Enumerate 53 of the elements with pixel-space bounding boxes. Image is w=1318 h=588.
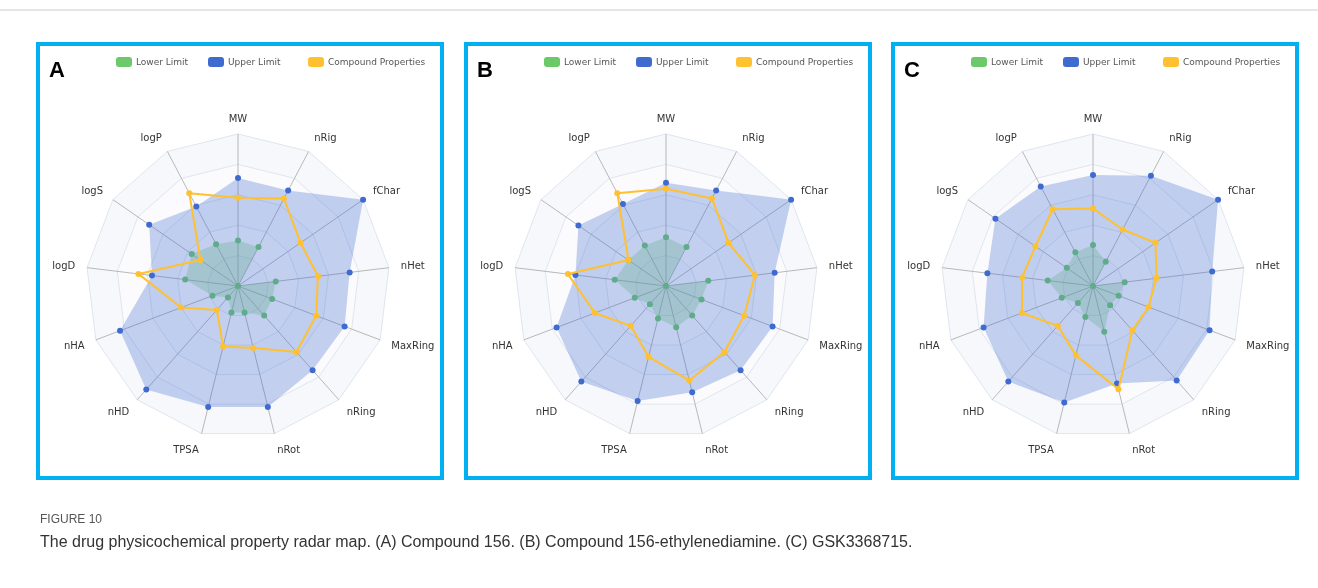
legend-label: Upper Limit (1083, 57, 1136, 67)
spoke-label: nHA (63, 340, 85, 352)
spoke-label: fChar (1227, 185, 1256, 197)
spoke-label: nHet (828, 260, 853, 272)
spoke-label: nHet (400, 260, 425, 272)
legend-label: Upper Limit (228, 57, 281, 67)
chart-title: A (49, 57, 65, 82)
spoke-label: logP (140, 131, 162, 143)
spoke-label: logD (52, 260, 76, 272)
spoke-label: MW (228, 112, 248, 124)
text: The drug physicochemical property radar map. (A) Compound 156. (B) Compound 156-ethylenediamine. (C) GSK3368715. (40, 532, 914, 552)
spoke-label: TPSA (1027, 443, 1054, 455)
spoke-label: nHA (491, 340, 513, 352)
spoke-label: nRig (314, 131, 337, 143)
spoke-label: nRing (774, 406, 804, 418)
legend-label: Compound Properties (1183, 57, 1281, 67)
legend-label: Lower Limit (991, 57, 1044, 67)
spoke-label: MaxRing (819, 340, 863, 352)
spoke-label: nRing (346, 406, 376, 418)
spoke-label: MaxRing (1246, 340, 1290, 352)
spoke-label: nRot (277, 443, 301, 455)
spoke-label: nHA (918, 340, 940, 352)
spoke-label: TPSA (600, 443, 627, 455)
spoke-label: MW (656, 112, 676, 124)
spoke-label: logP (568, 131, 590, 143)
spoke-label: nRot (1132, 443, 1156, 455)
spoke-label: nRig (1169, 131, 1192, 143)
spoke-label: nRot (705, 443, 729, 455)
spoke-label: nRing (1201, 406, 1231, 418)
spoke-label: logP (995, 131, 1017, 143)
legend-label: Compound Properties (328, 57, 426, 67)
spoke-label: logS (81, 185, 104, 197)
spoke-label: nHD (107, 406, 130, 418)
spoke-label: fChar (800, 185, 829, 197)
spoke-label: logS (509, 185, 532, 197)
spoke-label: logS (936, 185, 959, 197)
spoke-label: nHD (535, 406, 558, 418)
spoke-label: MaxRing (391, 340, 435, 352)
spoke-label: fChar (372, 185, 401, 197)
legend-label: Upper Limit (656, 57, 709, 67)
spoke-label: nHet (1255, 260, 1280, 272)
caption: FIGURE 10 (40, 512, 103, 526)
legend-label: Lower Limit (136, 57, 189, 67)
chart-title: B (477, 57, 493, 82)
spoke-label: logD (907, 260, 931, 272)
spoke-label: nHD (962, 406, 985, 418)
spoke-label: nRig (742, 131, 765, 143)
spoke-label: TPSA (172, 443, 199, 455)
chart-title: C (904, 57, 920, 82)
spoke-label: logD (480, 260, 504, 272)
legend-label: Compound Properties (756, 57, 854, 67)
legend-label: Lower Limit (564, 57, 617, 67)
spoke-label: MW (1083, 112, 1103, 124)
